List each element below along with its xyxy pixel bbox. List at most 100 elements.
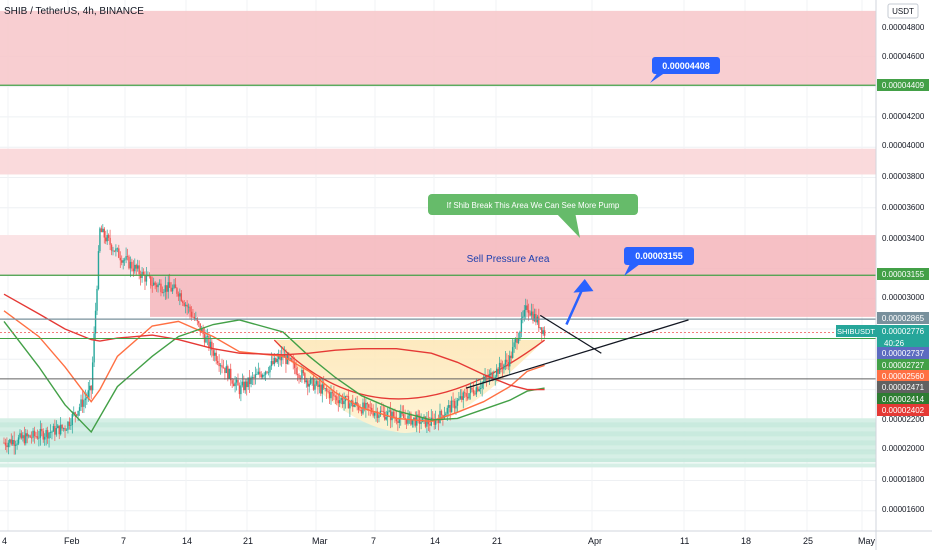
candle-body [296,374,299,376]
candle-body [525,305,527,310]
candle-body [237,379,239,386]
candle-body [168,282,171,288]
candle-body [150,276,152,286]
badge-resistance: 0.00002865 [877,312,929,324]
candle-body [42,431,44,440]
candle-body [232,383,235,387]
candle-body [26,433,28,437]
candle-body [346,396,348,397]
candle-body [420,422,422,424]
candle-body [542,330,544,334]
time-tick: 18 [741,536,751,546]
candle-body [510,355,512,358]
candle-body [522,316,524,319]
candle-body [135,264,137,269]
badge-ma-orange: 0.00002560 [877,370,929,382]
candle-body [270,361,273,367]
candle-body [17,437,20,444]
candle-body [526,305,528,311]
candle-body [263,374,265,376]
candle-body [321,384,323,394]
candle-body [45,430,47,437]
target-callout-mid[interactable]: 0.00003155 [624,247,694,276]
candle-body [357,405,360,410]
candle-body [272,361,274,365]
zone-support-stripe [0,427,876,432]
candle-body [138,265,140,275]
candle-body [530,311,533,316]
candle-body [13,439,15,446]
candle-body [71,414,74,426]
time-axis[interactable]: 4 Feb 7 14 21 Mar 7 14 21 Apr 11 18 25 M… [2,536,876,546]
drawings [465,279,689,389]
candle-body [368,404,370,408]
candle-body [352,400,354,407]
candle-body [445,413,447,416]
candle-body [157,284,159,288]
candle-body [325,388,328,392]
candle-body [256,374,258,375]
candle-body [433,418,435,425]
candle-body [340,398,342,401]
candle-body [305,380,307,383]
price-axis[interactable]: 0.00004800 0.00004600 0.00004200 0.00004… [882,23,925,514]
candle-body [198,321,200,324]
candle-body [336,396,338,401]
note-callout[interactable]: If Shib Break This Area We Can See More … [428,194,638,238]
price-tick: 0.00003800 [882,172,925,181]
candle-body [184,304,187,306]
candle-body [535,314,537,323]
candle-body [179,293,181,297]
candle-body [46,430,49,439]
candle-body [154,282,156,285]
candle-body [160,283,162,293]
zone-upper-resistance [0,10,876,86]
candle-body [116,248,119,250]
candle-body [39,428,42,438]
candle-body [126,256,129,257]
candle-body [118,248,120,258]
candle-body [227,366,229,379]
candle-body [75,414,78,416]
candle-body [495,368,498,377]
candle-body [91,362,94,391]
candle-body [471,387,473,390]
candle-body [459,396,462,399]
candle-body [434,418,437,425]
candle-body [183,303,185,306]
candle-body [330,392,332,399]
price-tick: 0.00001600 [882,505,925,514]
candle-body [440,410,443,416]
candle-body [382,411,385,413]
candle-body [273,357,276,365]
candle-body [453,400,456,409]
candle-body [235,379,238,383]
candle-body [87,390,89,397]
candle-body [106,235,108,242]
candle-body [394,416,396,418]
candle-body [161,292,164,293]
candle-body [41,428,43,432]
candle-body [347,396,350,409]
candle-body [295,368,297,375]
candle-body [533,314,536,321]
candle-body [99,228,101,252]
candle-body [93,333,95,363]
candle-body [142,271,145,275]
candle-body [222,367,225,369]
candle-body [343,401,345,405]
candle-body [529,313,531,316]
candle-body [331,392,334,394]
currency-button[interactable]: USDT [887,3,919,19]
badge-ma-red: 0.00002402 [877,404,929,416]
candle-body [49,432,52,434]
candle-body [81,399,84,407]
candle-body [421,417,424,423]
target-callout-top[interactable]: 0.00004408 [650,57,720,83]
candle-body [176,288,178,294]
candle-body [464,392,466,394]
badge-ma-blue: 0.00002737 [877,347,929,359]
candle-body [187,306,190,308]
